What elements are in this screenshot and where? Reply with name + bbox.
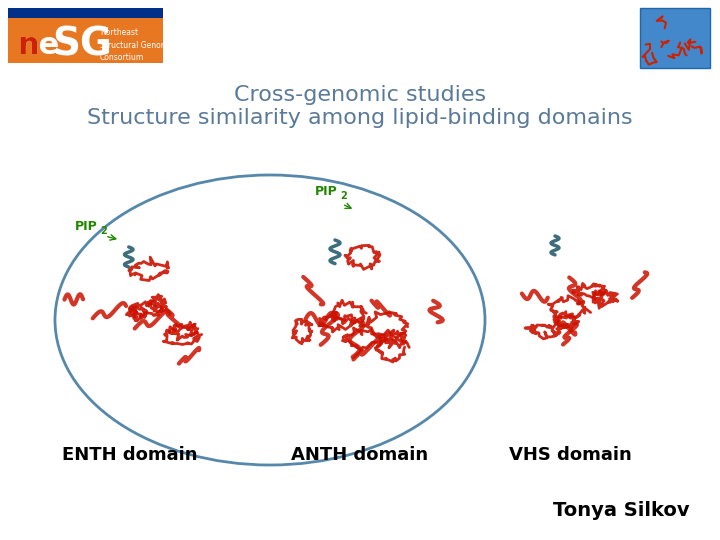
Text: 2: 2 [100, 226, 107, 236]
Text: VHS domain: VHS domain [508, 446, 631, 464]
FancyBboxPatch shape [8, 8, 163, 18]
Text: PIP: PIP [75, 220, 98, 233]
Text: Northeast
Structural Genomics
Consortium: Northeast Structural Genomics Consortium [100, 28, 179, 62]
Text: SG: SG [52, 26, 112, 64]
FancyBboxPatch shape [8, 8, 163, 63]
Text: PIP: PIP [315, 185, 338, 198]
Text: ENTH domain: ENTH domain [62, 446, 198, 464]
FancyBboxPatch shape [640, 8, 710, 68]
Text: ANTH domain: ANTH domain [292, 446, 428, 464]
Text: n: n [18, 30, 40, 59]
Text: ne: ne [18, 30, 60, 59]
Text: Cross-genomic studies: Cross-genomic studies [234, 85, 486, 105]
Text: 2: 2 [340, 191, 347, 201]
Text: Structure similarity among lipid-binding domains: Structure similarity among lipid-binding… [87, 108, 633, 128]
Text: Tonya Silkov: Tonya Silkov [554, 501, 690, 519]
